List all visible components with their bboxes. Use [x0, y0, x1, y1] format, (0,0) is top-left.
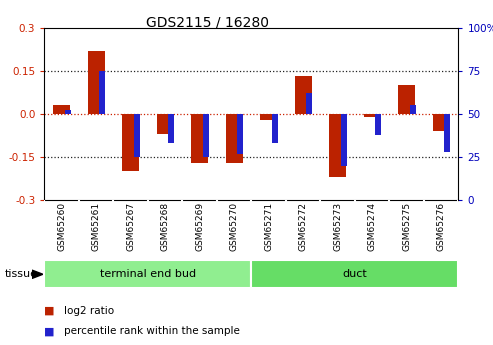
Bar: [444, 114, 451, 152]
Bar: [168, 114, 175, 143]
Bar: [156, 114, 174, 134]
Bar: [398, 85, 415, 114]
Bar: [203, 114, 209, 157]
Bar: [53, 105, 70, 114]
Polygon shape: [32, 270, 43, 278]
Bar: [65, 110, 71, 114]
Text: GSM65270: GSM65270: [230, 202, 239, 251]
Text: ■: ■: [44, 326, 55, 336]
Text: GSM65272: GSM65272: [299, 202, 308, 251]
Text: GSM65269: GSM65269: [195, 202, 204, 251]
Text: duct: duct: [343, 269, 367, 279]
Bar: [432, 114, 450, 131]
Text: GSM65268: GSM65268: [161, 202, 170, 251]
Bar: [225, 114, 243, 163]
Bar: [329, 114, 346, 177]
Bar: [306, 93, 313, 114]
Bar: [99, 71, 106, 114]
Bar: [375, 114, 382, 135]
Text: GDS2115 / 16280: GDS2115 / 16280: [145, 16, 269, 30]
Bar: [44, 260, 251, 288]
Text: GSM65274: GSM65274: [368, 202, 377, 251]
Text: GSM65260: GSM65260: [57, 202, 66, 251]
Bar: [341, 114, 347, 166]
Text: ■: ■: [44, 306, 55, 315]
Bar: [88, 51, 105, 114]
Bar: [363, 114, 381, 117]
Text: log2 ratio: log2 ratio: [64, 306, 114, 315]
Text: GSM65273: GSM65273: [333, 202, 342, 251]
Text: GSM65275: GSM65275: [402, 202, 411, 251]
Text: percentile rank within the sample: percentile rank within the sample: [64, 326, 240, 336]
Text: GSM65271: GSM65271: [264, 202, 273, 251]
Bar: [294, 77, 312, 114]
Bar: [122, 114, 139, 171]
Bar: [272, 114, 278, 143]
Bar: [237, 114, 244, 154]
Bar: [134, 114, 140, 157]
Bar: [260, 114, 277, 120]
Text: GSM65276: GSM65276: [437, 202, 446, 251]
Bar: [191, 114, 208, 163]
Bar: [410, 105, 416, 114]
Text: terminal end bud: terminal end bud: [100, 269, 196, 279]
Text: GSM65267: GSM65267: [126, 202, 135, 251]
Text: tissue: tissue: [5, 269, 38, 279]
Text: GSM65261: GSM65261: [92, 202, 101, 251]
Bar: [251, 260, 458, 288]
